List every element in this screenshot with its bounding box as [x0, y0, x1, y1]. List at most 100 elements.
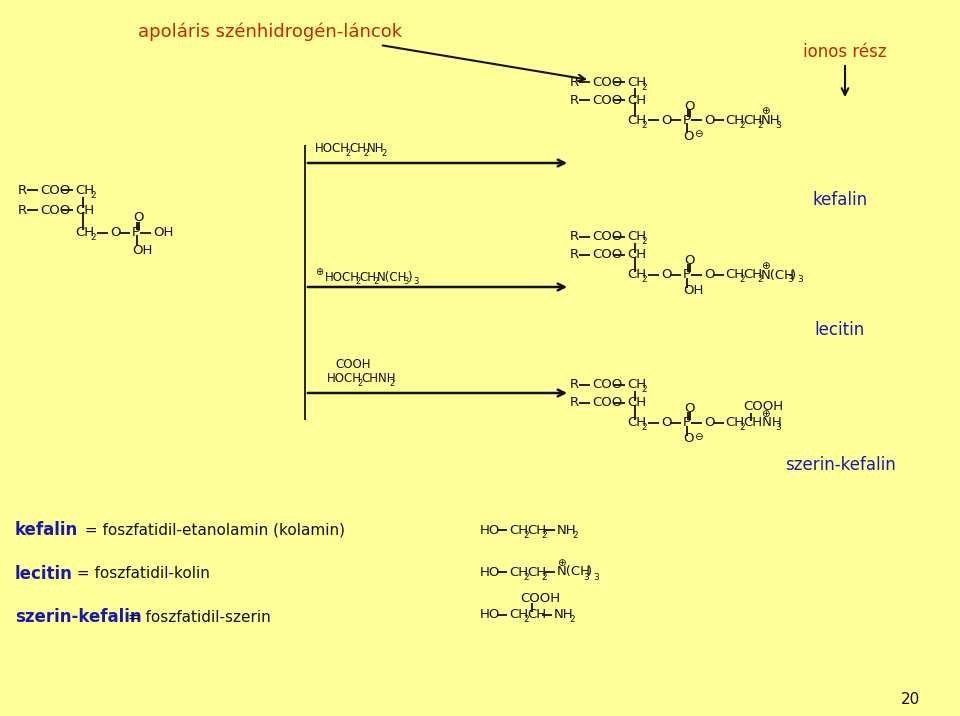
Text: OH: OH	[132, 243, 153, 256]
Text: = foszfatidil-etanolamin (kolamin): = foszfatidil-etanolamin (kolamin)	[80, 523, 345, 538]
Text: NH: NH	[554, 609, 574, 621]
Text: COOH: COOH	[335, 359, 371, 372]
Text: 2: 2	[90, 190, 96, 200]
Text: COO: COO	[592, 231, 622, 243]
Text: 2: 2	[739, 120, 745, 130]
Text: O: O	[683, 432, 693, 445]
Text: 3: 3	[787, 276, 793, 284]
Text: 2: 2	[541, 573, 546, 581]
Text: R: R	[18, 183, 27, 196]
Text: 2: 2	[355, 278, 360, 286]
Text: = foszfatidil-szerin: = foszfatidil-szerin	[123, 609, 271, 624]
Text: 3: 3	[775, 120, 780, 130]
Text: N(CH: N(CH	[377, 271, 407, 284]
Text: CH: CH	[627, 417, 646, 430]
Text: COO: COO	[592, 94, 622, 107]
Text: CH: CH	[725, 114, 744, 127]
Text: kefalin: kefalin	[812, 191, 868, 209]
Text: 2: 2	[523, 573, 529, 581]
Text: COOH: COOH	[743, 400, 783, 414]
Text: CH: CH	[743, 268, 762, 281]
Text: 2: 2	[363, 148, 369, 158]
Text: ionos rész: ionos rész	[804, 43, 887, 61]
Text: 2: 2	[381, 148, 386, 158]
Text: CH: CH	[627, 248, 646, 261]
Text: 2: 2	[523, 616, 529, 624]
Text: ): )	[791, 268, 796, 281]
Text: O: O	[684, 254, 694, 268]
Text: COO: COO	[592, 248, 622, 261]
Text: 3: 3	[775, 423, 780, 432]
Text: CH: CH	[725, 268, 744, 281]
Text: CH: CH	[359, 271, 376, 284]
Text: 2: 2	[641, 385, 647, 395]
Text: COO: COO	[592, 379, 622, 392]
Text: CH: CH	[75, 226, 94, 239]
Text: 2: 2	[541, 531, 546, 539]
Text: kefalin: kefalin	[15, 521, 79, 539]
Text: 3: 3	[593, 573, 599, 581]
Text: 2: 2	[357, 379, 362, 387]
Text: 2: 2	[641, 82, 647, 92]
Text: R: R	[570, 379, 579, 392]
Text: CHNH: CHNH	[743, 417, 781, 430]
Text: CH: CH	[509, 523, 528, 536]
Text: apoláris szénhidrogén-láncok: apoláris szénhidrogén-láncok	[138, 23, 402, 42]
Text: ): )	[407, 271, 412, 284]
Text: OH: OH	[683, 284, 704, 298]
Text: O: O	[684, 402, 694, 415]
Text: O: O	[133, 211, 143, 225]
Text: CH: CH	[743, 114, 762, 127]
Text: O: O	[661, 114, 671, 127]
Text: O: O	[683, 130, 693, 142]
Text: ⊖: ⊖	[694, 432, 703, 442]
Text: R: R	[570, 75, 579, 89]
Text: COO: COO	[40, 203, 70, 216]
Text: CH: CH	[627, 114, 646, 127]
Text: CH: CH	[627, 231, 646, 243]
Text: 3: 3	[797, 276, 803, 284]
Text: 2: 2	[757, 120, 762, 130]
Text: 2: 2	[389, 379, 395, 387]
Text: R: R	[570, 94, 579, 107]
Text: HOCH: HOCH	[315, 142, 350, 155]
Text: O: O	[684, 100, 694, 112]
Text: P: P	[683, 114, 691, 127]
Text: 2: 2	[641, 423, 647, 432]
Text: CH: CH	[527, 566, 546, 579]
Text: = foszfatidil-kolin: = foszfatidil-kolin	[72, 566, 210, 581]
Text: HO: HO	[480, 609, 500, 621]
Text: P: P	[683, 417, 691, 430]
Text: 2: 2	[757, 276, 762, 284]
Text: 2: 2	[641, 238, 647, 246]
Text: O: O	[661, 417, 671, 430]
Text: szerin-kefalin: szerin-kefalin	[784, 456, 896, 474]
Text: P: P	[132, 226, 140, 239]
Text: lecitin: lecitin	[815, 321, 865, 339]
Text: 2: 2	[641, 120, 647, 130]
Text: CH: CH	[509, 609, 528, 621]
Text: ⊕: ⊕	[557, 558, 565, 568]
Text: ⊕: ⊕	[761, 106, 770, 116]
Text: R: R	[18, 203, 27, 216]
Text: HO: HO	[480, 566, 500, 579]
Text: COO: COO	[592, 397, 622, 410]
Text: O: O	[704, 268, 714, 281]
Text: COOH: COOH	[520, 591, 560, 604]
Text: 3: 3	[583, 573, 588, 581]
Text: ⊕: ⊕	[761, 261, 770, 271]
Text: ⊕: ⊕	[761, 409, 770, 419]
Text: 3: 3	[413, 278, 419, 286]
Text: 2: 2	[523, 531, 529, 539]
Text: CH: CH	[627, 379, 646, 392]
Text: CH: CH	[627, 94, 646, 107]
Text: O: O	[661, 268, 671, 281]
Text: HOCH: HOCH	[325, 271, 360, 284]
Text: COO: COO	[592, 75, 622, 89]
Text: 2: 2	[739, 423, 745, 432]
Text: CH: CH	[75, 203, 94, 216]
Text: CH: CH	[725, 417, 744, 430]
Text: 2: 2	[373, 278, 378, 286]
Text: CH: CH	[627, 268, 646, 281]
Text: N(CH: N(CH	[557, 566, 591, 579]
